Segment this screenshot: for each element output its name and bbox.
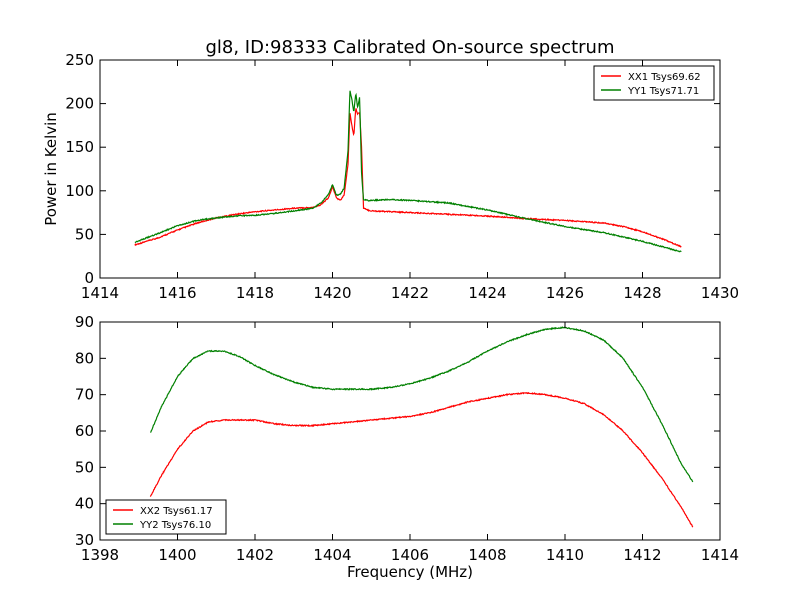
y-tick-label: 70 [75, 386, 94, 404]
y-axis-label: Power in Kelvin [42, 112, 60, 226]
y-tick-label: 30 [75, 531, 94, 549]
x-tick-label: 1420 [313, 284, 351, 302]
bottom-spectrum-panel: 1398 1400 1402 1404 1406 1408 1410 1412 1414 30 40… [75, 313, 739, 564]
x-tick-label: 1406 [391, 546, 429, 564]
y-tick-label: 100 [65, 182, 94, 200]
legend-label: XX2 Tsys61.17 [140, 506, 213, 517]
x-tick-label: 1400 [158, 546, 196, 564]
legend-box [105, 499, 227, 535]
legend-label: YY2 Tsys76.10 [139, 520, 211, 531]
y-tick-label: 50 [75, 458, 94, 476]
series-line-1 [134, 108, 682, 248]
y-tick-label: 0 [84, 269, 94, 287]
y-tick-label: 200 [65, 95, 94, 113]
x-tick-label: 1426 [546, 284, 584, 302]
series-line-1 [149, 391, 694, 528]
x-tick-label: 1412 [623, 546, 661, 564]
y-tick-label: 90 [75, 313, 94, 331]
y-tick-label: 50 [75, 225, 94, 243]
x-tick-label: 1398 [81, 546, 119, 564]
y-tick-label: 150 [65, 138, 94, 156]
x-tick-label: 1408 [468, 546, 506, 564]
x-tick-label: 1414 [81, 284, 119, 302]
x-tick-label: 1414 [701, 546, 739, 564]
y-tick-label: 250 [65, 51, 94, 69]
y-tick-label: 60 [75, 422, 94, 440]
x-tick-label: 1410 [546, 546, 584, 564]
chart-title: gl8, ID:98333 Calibrated On-source spect… [205, 37, 614, 58]
x-tick-label: 1422 [391, 284, 429, 302]
x-tick-label: 1430 [701, 284, 739, 302]
x-tick-label: 1416 [158, 284, 196, 302]
x-axis-label: Frequency (MHz) [347, 563, 473, 581]
series-line-2 [134, 90, 682, 253]
legend-label: XX1 Tsys69.62 [628, 72, 701, 83]
series-line-2 [149, 326, 694, 483]
y-tick-label: 80 [75, 349, 94, 367]
top-spectrum-panel: 1414 1416 1418 1420 1422 1424 1426 1428 1430 0 50 1… [42, 51, 739, 302]
x-tick-label: 1424 [468, 284, 506, 302]
legend: XX1 Tsys69.62 YY1 Tsys71.71 [593, 65, 715, 101]
x-tick-label: 1418 [236, 284, 274, 302]
legend-label: YY1 Tsys71.71 [627, 86, 699, 97]
legend: XX2 Tsys61.17 YY2 Tsys76.10 [105, 499, 227, 535]
x-tick-label: 1404 [313, 546, 351, 564]
legend-box [593, 65, 715, 101]
x-tick-label: 1402 [236, 546, 274, 564]
x-tick-label: 1428 [623, 284, 661, 302]
y-tick-label: 40 [75, 495, 94, 513]
